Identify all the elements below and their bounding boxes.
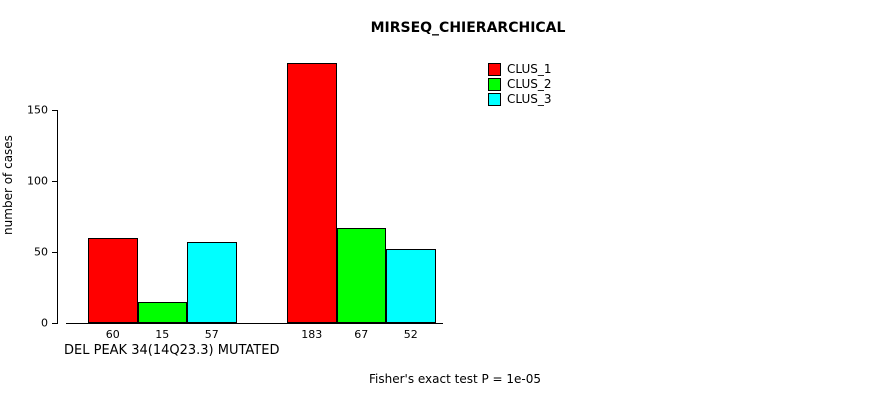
y-tick-mark xyxy=(52,323,57,324)
legend-label-clus-1: CLUS_1 xyxy=(507,62,552,76)
bar-clus_3-group-1 xyxy=(187,242,237,323)
y-tick-mark xyxy=(52,181,57,182)
y-axis-label: number of cases xyxy=(1,135,15,235)
y-tick-label: 100 xyxy=(27,174,48,188)
legend: CLUS_1 CLUS_2 CLUS_3 xyxy=(488,62,552,107)
bar-clus_3-group-2 xyxy=(386,249,436,323)
bar-value-clus_3-group-2: 52 xyxy=(403,328,418,341)
chart-title: MIRSEQ_CHIERARCHICAL xyxy=(370,20,566,36)
y-tick-label: 150 xyxy=(27,103,48,117)
y-tick-mark xyxy=(52,252,57,253)
y-tick-mark xyxy=(52,110,57,111)
legend-item-clus-3: CLUS_3 xyxy=(488,92,552,106)
bar-value-clus_1-group-1: 60 xyxy=(105,328,120,341)
x-axis-line xyxy=(66,323,443,324)
legend-label-clus-2: CLUS_2 xyxy=(507,77,552,91)
y-tick-label: 50 xyxy=(34,245,48,259)
bar-clus_2-group-1 xyxy=(137,301,187,323)
bar-clus_2-group-2 xyxy=(336,227,386,323)
legend-item-clus-2: CLUS_2 xyxy=(488,77,552,91)
legend-item-clus-1: CLUS_1 xyxy=(488,62,552,76)
bar-clus_1-group-1 xyxy=(88,237,138,323)
fisher-test-footnote: Fisher's exact test P = 1e-05 xyxy=(368,372,542,386)
bar-value-clus_1-group-2: 183 xyxy=(301,328,323,341)
y-tick-label: 0 xyxy=(41,316,48,330)
x-axis-label: DEL PEAK 34(14Q23.3) MUTATED xyxy=(64,343,280,358)
bar-value-clus_3-group-1: 57 xyxy=(204,328,219,341)
legend-swatch-clus-2 xyxy=(488,77,501,91)
legend-label-clus-3: CLUS_3 xyxy=(507,92,552,106)
bar-value-clus_2-group-1: 15 xyxy=(155,328,170,341)
legend-swatch-clus-3 xyxy=(488,92,501,106)
y-axis-line xyxy=(57,110,58,324)
legend-swatch-clus-1 xyxy=(488,62,501,76)
bar-value-clus_2-group-2: 67 xyxy=(354,328,369,341)
bar-clus_1-group-2 xyxy=(287,63,337,323)
